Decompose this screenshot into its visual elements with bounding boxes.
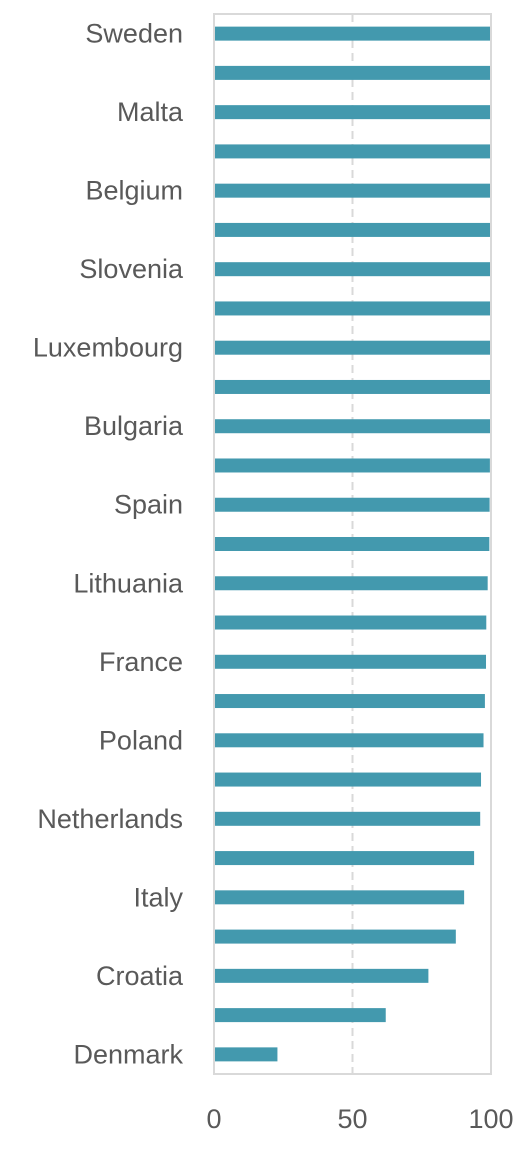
category-label-sweden: Sweden <box>85 19 183 49</box>
category-label-lithuania: Lithuania <box>73 568 184 598</box>
bar-25 <box>215 1008 386 1023</box>
bar-18 <box>215 733 484 748</box>
bar-26 <box>215 1047 278 1062</box>
bar-2 <box>215 105 491 120</box>
category-label-belgium: Belgium <box>85 176 183 206</box>
x-tick-label-100: 100 <box>468 1104 513 1134</box>
bar-6 <box>215 262 491 277</box>
category-label-denmark: Denmark <box>73 1039 183 1069</box>
bar-14 <box>215 576 488 591</box>
category-labels: Sweden Malta Belgium Slovenia Luxembourg Bulg… <box>33 19 184 1070</box>
category-label-bulgaria: Bulgaria <box>84 411 184 441</box>
category-label-france: France <box>99 647 183 677</box>
category-label-spain: Spain <box>114 490 183 520</box>
bar-23 <box>215 929 456 944</box>
x-tick-label-0: 0 <box>206 1104 221 1134</box>
bars <box>215 26 491 1062</box>
category-label-netherlands: Netherlands <box>37 804 183 834</box>
bar-5 <box>215 222 491 237</box>
category-label-luxembourg: Luxembourg <box>33 333 183 363</box>
bar-15 <box>215 615 487 630</box>
bar-0 <box>215 26 491 41</box>
bar-21 <box>215 851 475 866</box>
x-tick-label-50: 50 <box>337 1104 367 1134</box>
bar-22 <box>215 890 465 905</box>
bar-4 <box>215 183 491 198</box>
x-axis-ticks: 0 50 100 <box>206 1104 513 1134</box>
bar-12 <box>215 497 490 512</box>
category-label-malta: Malta <box>117 97 184 127</box>
bar-19 <box>215 772 482 787</box>
category-label-slovenia: Slovenia <box>79 254 184 284</box>
bar-20 <box>215 811 481 826</box>
bar-9 <box>215 379 491 394</box>
plot-frame <box>213 13 492 1075</box>
category-label-croatia: Croatia <box>96 961 184 991</box>
bar-10 <box>215 419 491 434</box>
bar-7 <box>215 301 491 316</box>
category-label-italy: Italy <box>133 882 183 912</box>
bar-1 <box>215 65 491 80</box>
bar-24 <box>215 968 429 983</box>
bar-17 <box>215 694 485 709</box>
bar-16 <box>215 654 487 669</box>
bar-11 <box>215 458 490 473</box>
category-label-poland: Poland <box>99 725 183 755</box>
bar-13 <box>215 537 490 551</box>
bar-8 <box>215 340 491 355</box>
bar-3 <box>215 144 491 159</box>
